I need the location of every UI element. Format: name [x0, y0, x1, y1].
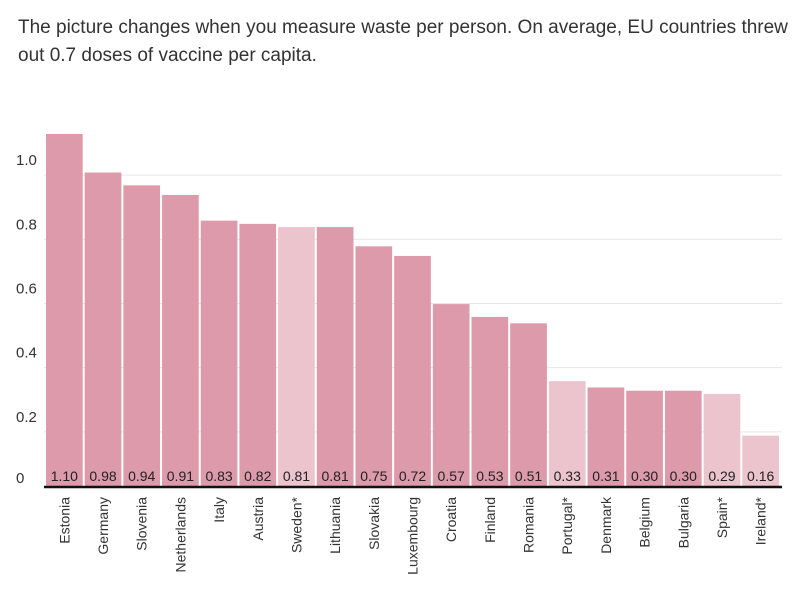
bar-denmark	[587, 387, 625, 487]
value-label: 0.83	[205, 468, 232, 484]
bar-romania	[510, 323, 547, 487]
value-labels: 1.10 0.98 0.94 0.91 0.83 0.82 0.81 0.81 0.75 0.72…	[51, 468, 775, 484]
value-label: 0.94	[128, 468, 155, 484]
value-label: 0.30	[631, 468, 658, 484]
x-tick-label: Italy	[211, 497, 227, 523]
x-tick-label: Croatia	[443, 497, 459, 542]
x-tick-label: Finland	[482, 497, 498, 543]
bars	[46, 134, 779, 488]
value-label: 0.82	[244, 468, 271, 484]
bar-ireland	[742, 435, 779, 487]
value-label: 0.31	[592, 468, 619, 484]
x-tick-label: Romania	[521, 497, 537, 553]
bar-italy	[200, 220, 238, 488]
y-tick-label: 0.4	[16, 345, 37, 362]
bar-austria	[239, 223, 277, 487]
value-label: 0.98	[89, 468, 116, 484]
bar-bulgaria	[664, 390, 702, 487]
y-axis: 0 0.2 0.4 0.6 0.8 1.0	[16, 152, 37, 487]
y-tick-label: 0	[16, 470, 24, 487]
x-tick-label: Sweden*	[288, 496, 304, 553]
chart-subtitle: The picture changes when you measure was…	[18, 17, 788, 66]
value-label: 0.30	[670, 468, 697, 484]
bar-portugal	[548, 381, 586, 487]
x-tick-label: Denmark	[598, 496, 614, 554]
bar-belgium	[626, 390, 663, 487]
bar-slovenia	[123, 185, 161, 487]
bar-finland	[471, 316, 509, 487]
x-tick-label: Germany	[95, 497, 111, 555]
bar-spain	[703, 393, 741, 487]
value-label: 0.81	[283, 468, 310, 484]
value-label: 0.81	[322, 468, 349, 484]
value-label: 0.29	[708, 468, 735, 484]
value-label: 0.91	[167, 468, 194, 484]
bar-estonia	[46, 134, 83, 487]
bar-germany	[84, 172, 122, 487]
x-tick-label: Slovenia	[134, 497, 150, 551]
bar-sweden	[278, 227, 315, 487]
y-tick-label: 1.0	[16, 152, 37, 169]
x-tick-label: Lithuania	[327, 497, 343, 554]
y-tick-label: 0.8	[16, 216, 37, 233]
bar-slovakia	[355, 246, 393, 487]
value-label: 0.16	[747, 468, 774, 484]
x-tick-label: Portugal*	[559, 496, 575, 554]
y-tick-label: 0.2	[16, 409, 37, 426]
x-tick-label: Belgium	[637, 497, 653, 548]
x-tick-label: Luxembourg	[405, 497, 421, 575]
value-label: 0.51	[515, 468, 542, 484]
value-label: 0.33	[554, 468, 581, 484]
x-tick-label: Spain*	[714, 496, 730, 538]
value-label: 0.75	[360, 468, 387, 484]
value-label: 0.53	[476, 468, 503, 484]
x-tick-label: Estonia	[56, 497, 72, 544]
bar-lithuania	[316, 227, 354, 487]
bar-luxembourg	[394, 255, 431, 487]
x-tick-label: Slovakia	[366, 497, 382, 550]
bar-croatia	[432, 304, 470, 487]
x-tick-label: Netherlands	[172, 497, 188, 573]
bar-netherlands	[162, 194, 199, 488]
x-tick-label: Ireland*	[753, 496, 769, 545]
x-axis: Estonia Germany Slovenia Netherlands Italy Au…	[56, 496, 768, 575]
value-label: 0.57	[438, 468, 465, 484]
x-tick-label: Austria	[250, 497, 266, 541]
y-tick-label: 0.6	[16, 280, 37, 297]
value-label: 0.72	[399, 468, 426, 484]
value-label: 1.10	[51, 468, 78, 484]
x-tick-label: Bulgaria	[675, 497, 691, 549]
